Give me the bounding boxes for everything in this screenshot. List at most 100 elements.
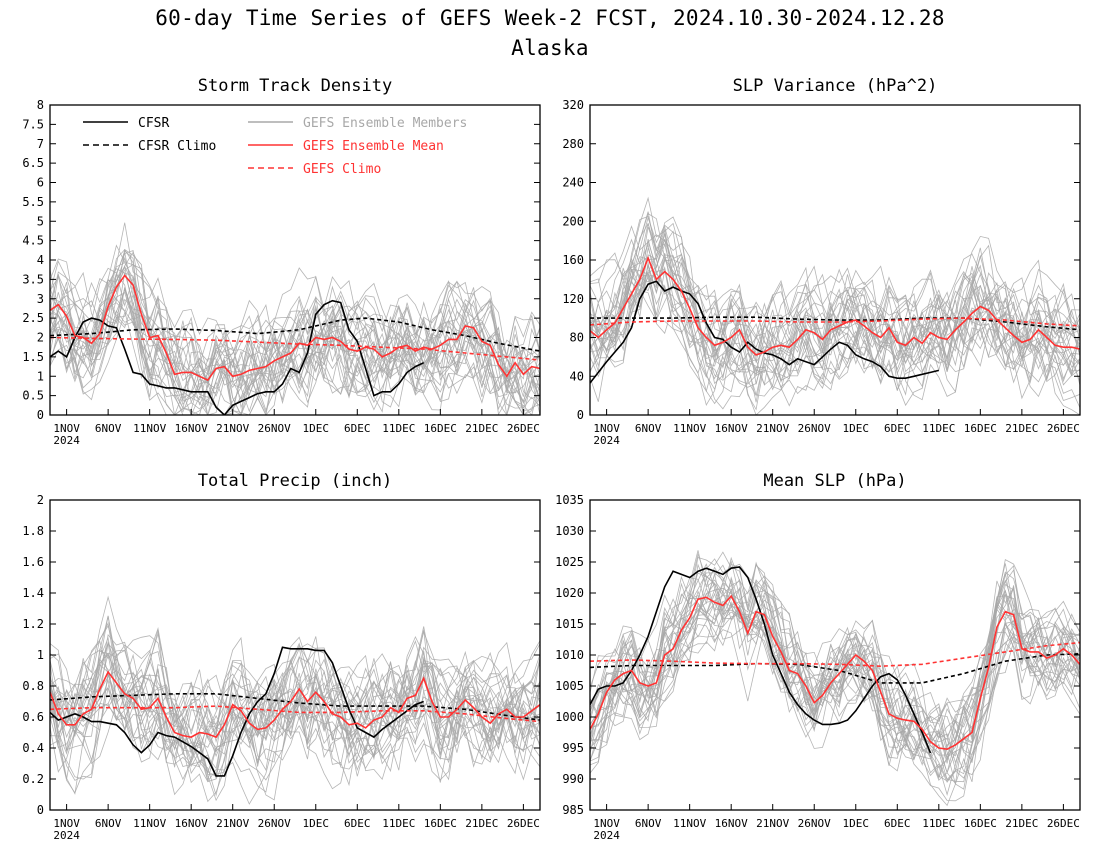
x-tick-label: 26DEC [507,422,540,435]
y-tick-label: 1030 [555,524,584,538]
chart-title: Total Precip (inch) [198,471,392,491]
cfsr-line [50,299,425,415]
y-tick-label: 40 [570,369,584,383]
x-tick-label: 26DEC [1047,422,1080,435]
x-tick-label: 1NOV [53,422,80,435]
y-tick-label: 995 [562,741,584,755]
x-tick-label: 11DEC [382,422,415,435]
ensemble-member-line [590,271,1080,391]
y-tick-label: 1000 [555,710,584,724]
legend-label: CFSR Climo [138,139,216,154]
y-tick-label: 6 [37,176,44,190]
y-tick-label: 0.5 [22,389,44,403]
x-tick-label: 1NOV [53,817,80,830]
x-tick-label: 26NOV [798,817,831,830]
y-tick-label: 1035 [555,493,584,507]
ensemble-member-line [50,272,540,415]
ensemble-member-line [50,630,540,749]
y-tick-label: 0.8 [22,679,44,693]
ensemble-member-line [590,238,1080,377]
y-tick-label: 200 [562,214,584,228]
ensemble-member-line [590,259,1080,397]
ensemble-member-line [590,243,1080,380]
x-tick-label: 26NOV [798,422,831,435]
y-tick-label: 120 [562,292,584,306]
y-tick-label: 2.5 [22,311,44,325]
x-tick-label: 11NOV [133,817,166,830]
ensemble-member-line [50,640,540,751]
gefs-ensemble-mean-line [50,670,540,739]
ensemble-member-line [590,552,1080,725]
plot-area [590,196,1080,415]
ensemble-member-line [590,287,1080,393]
ensemble-member-line [590,239,1080,391]
x-tick-label: 11DEC [922,422,955,435]
chart-title: Mean SLP (hPa) [763,471,906,491]
ensemble-member-line [590,550,1080,769]
x-tick-label: 6DEC [344,817,371,830]
x-tick-label: 26NOV [258,817,291,830]
ensemble-member-line [590,569,1080,785]
x-tick-label: 16DEC [424,422,457,435]
chart-panel-3: Mean SLP (hPa) 985 990 995 1000 1005 1010 1015 1… [555,471,1081,842]
x-tick-label: 21NOV [216,817,249,830]
x-year-label: 2024 [593,434,620,447]
x-tick-label: 1NOV [593,817,620,830]
x-tick-label: 16NOV [715,817,748,830]
ensemble-member-line [590,575,1080,783]
y-tick-label: 3.5 [22,272,44,286]
plot-area [50,222,540,415]
y-tick-label: 0.4 [22,741,44,755]
y-tick-label: 990 [562,772,584,786]
ensemble-member-line [50,641,540,778]
y-tick-label: 1015 [555,617,584,631]
x-year-label: 2024 [53,434,80,447]
x-year-label: 2024 [593,829,620,842]
plot-area [590,550,1080,807]
gefs-climo-line [590,317,1080,327]
legend-label: GEFS Ensemble Mean [303,139,444,154]
x-tick-label: 6NOV [635,422,662,435]
ensemble-member-line [590,587,1080,775]
y-tick-label: 240 [562,176,584,190]
y-tick-label: 0.6 [22,710,44,724]
chart-title: SLP Variance (hPa^2) [733,76,938,96]
cfsr-line [590,566,932,754]
x-tick-label: 1NOV [593,422,620,435]
y-tick-label: 1025 [555,555,584,569]
ensemble-member-line [50,263,540,407]
x-tick-label: 1DEC [303,817,330,830]
x-tick-label: 11DEC [922,817,955,830]
y-tick-label: 3 [37,292,44,306]
y-tick-label: 0.2 [22,772,44,786]
ensemble-member-line [590,560,1080,749]
x-tick-label: 21NOV [756,422,789,435]
x-tick-label: 16NOV [715,422,748,435]
x-tick-label: 16NOV [175,817,208,830]
chart-panel-2: Total Precip (inch) 0 0.2 0.4 0.6 0.8 1 1.2 1.4 1… [22,471,541,842]
ensemble-member-line [590,584,1080,764]
ensemble-member-line [590,223,1080,365]
chart-panel-0: Storm Track Density 0 0.5 1 1.5 2 2.5 3 3.5 4 4.5 5… [22,76,541,447]
chart-panel-1: SLP Variance (hPa^2) 0 40 80 120 160 200 240 280… [562,76,1081,447]
y-tick-label: 1 [37,648,44,662]
x-tick-label: 6NOV [95,817,122,830]
ensemble-member-line [590,608,1080,790]
y-tick-label: 1005 [555,679,584,693]
gefs-climo-line [50,705,540,723]
ensemble-member-line [50,642,540,768]
plot-area [50,595,540,805]
y-tick-label: 985 [562,803,584,817]
x-tick-label: 16DEC [964,422,997,435]
ensemble-member-line [590,247,1080,397]
ensemble-member-line [50,288,540,415]
x-tick-label: 16DEC [424,817,457,830]
y-tick-label: 280 [562,137,584,151]
ensemble-member-line [590,604,1080,776]
x-tick-label: 6DEC [344,422,371,435]
ensemble-member-line [590,281,1080,415]
x-year-label: 2024 [53,829,80,842]
x-tick-label: 11NOV [673,422,706,435]
y-tick-label: 5.5 [22,195,44,209]
